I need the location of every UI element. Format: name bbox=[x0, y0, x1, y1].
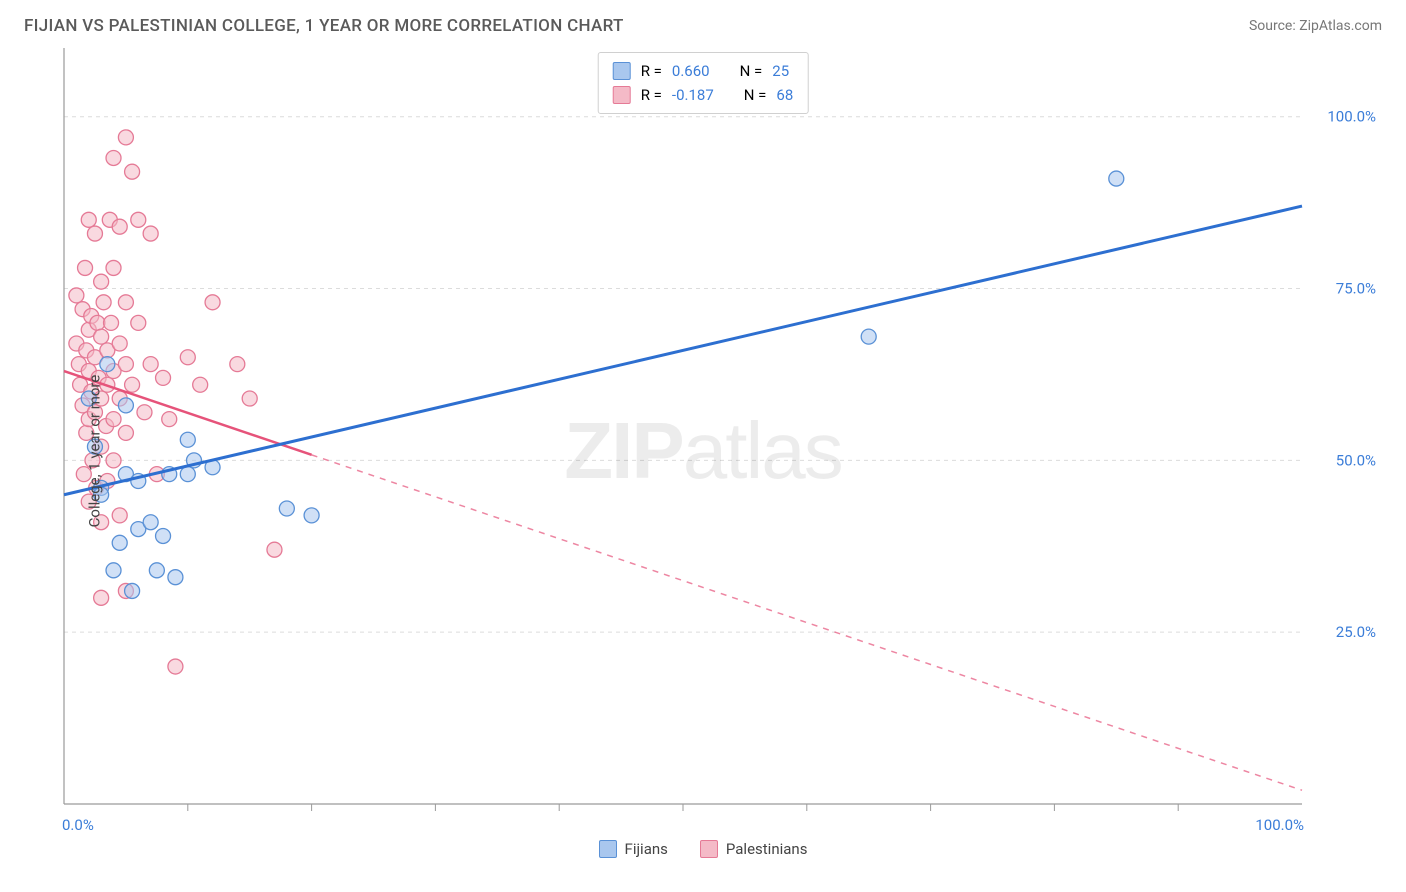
chart-source: Source: ZipAtlas.com bbox=[1249, 18, 1382, 34]
svg-text:100.0%: 100.0% bbox=[1327, 108, 1376, 126]
svg-text:75.0%: 75.0% bbox=[1336, 280, 1376, 298]
legend-row-fijians: R = 0.660 N = 25 bbox=[613, 59, 794, 83]
legend-item-fijians: Fijians bbox=[599, 840, 668, 858]
chart-area: College, 1 year or more 25.0% 50.0% 75.0% 1… bbox=[24, 44, 1382, 858]
swatch-palestinians-icon bbox=[700, 840, 718, 858]
legend-label-palestinians: Palestinians bbox=[726, 840, 808, 858]
legend-label-fijians: Fijians bbox=[625, 840, 668, 858]
svg-text:25.0%: 25.0% bbox=[1336, 623, 1376, 641]
legend-row-palestinians: R = -0.187 N = 68 bbox=[613, 83, 794, 107]
swatch-fijians-icon bbox=[599, 840, 617, 858]
svg-text:100.0%: 100.0% bbox=[1255, 816, 1304, 834]
series-legend: Fijians Palestinians bbox=[24, 840, 1382, 858]
chart-title: FIJIAN VS PALESTINIAN COLLEGE, 1 YEAR OR… bbox=[24, 16, 624, 36]
swatch-palestinians bbox=[613, 86, 631, 104]
chart-header: FIJIAN VS PALESTINIAN COLLEGE, 1 YEAR OR… bbox=[0, 0, 1406, 44]
r-value-palestinians: -0.187 bbox=[672, 83, 714, 107]
scatter-chart: 25.0% 50.0% 75.0% 100.0% 0.0% 100.0% bbox=[24, 44, 1382, 834]
y-axis-label: College, 1 year or more bbox=[85, 375, 103, 528]
legend-item-palestinians: Palestinians bbox=[700, 840, 808, 858]
svg-text:0.0%: 0.0% bbox=[62, 816, 94, 834]
n-value-fijians: 25 bbox=[772, 59, 789, 83]
r-value-fijians: 0.660 bbox=[672, 59, 710, 83]
swatch-fijians bbox=[613, 62, 631, 80]
svg-text:50.0%: 50.0% bbox=[1336, 451, 1376, 469]
correlation-legend: R = 0.660 N = 25 R = -0.187 N = 68 bbox=[598, 52, 809, 114]
n-value-palestinians: 68 bbox=[776, 83, 793, 107]
